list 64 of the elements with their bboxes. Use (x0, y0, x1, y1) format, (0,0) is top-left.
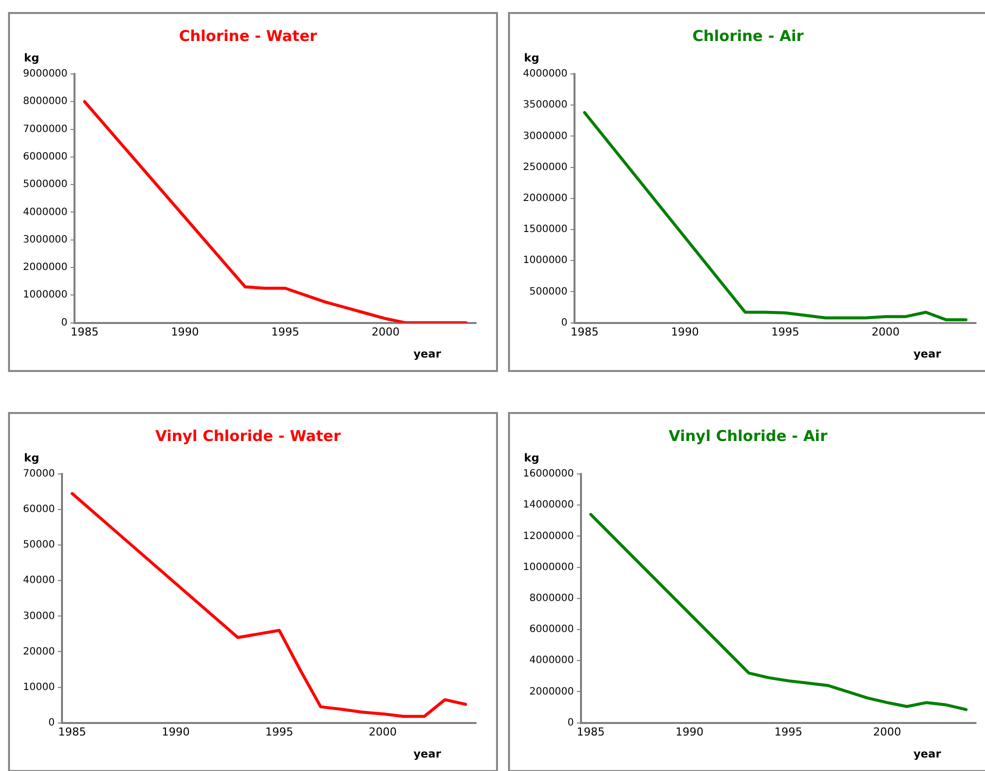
x-tick-label: 1995 (771, 325, 800, 338)
y-tick-label: 14000000 (522, 500, 574, 511)
x-tick-label: 1990 (170, 325, 199, 338)
y-tick-label: 3000000 (22, 234, 68, 246)
y-tick-label: 9000000 (22, 68, 68, 80)
chart-title: Vinyl Chloride - Water (155, 426, 342, 445)
x-tick-label: 1990 (670, 325, 699, 338)
chart-title: Vinyl Chloride - Air (668, 426, 828, 445)
y-tick-label: 4000000 (22, 206, 68, 218)
y-tick-label: 0 (48, 717, 55, 728)
y-tick-label: 2000000 (22, 262, 68, 274)
y-tick-label: 10000000 (522, 562, 574, 573)
y-tick-label: 1500000 (522, 224, 568, 236)
x-tick-label: 1985 (58, 725, 86, 738)
x-tick-label: 2000 (368, 725, 397, 738)
x-tick-label: 1985 (70, 325, 99, 338)
x-tick-label: 1985 (570, 325, 599, 338)
y-tick-label: 5000000 (22, 179, 68, 190)
x-tick-label: 1985 (576, 725, 605, 738)
chart-title: Chlorine - Water (178, 26, 318, 45)
x-tick-label: 2000 (372, 325, 400, 338)
y-tick-label: 2000000 (529, 686, 574, 698)
y-tick-label: 12000000 (522, 530, 574, 542)
y-tick-label: 20000 (23, 646, 55, 658)
y-tick-label: 6000000 (22, 152, 68, 163)
y-tick-label: 4000000 (522, 68, 568, 80)
y-tick-label: 1000000 (22, 290, 68, 301)
y-tick-label: 40000 (23, 575, 55, 586)
x-tick-label: 1995 (774, 725, 802, 738)
y-tick-label: 2500000 (522, 162, 568, 173)
x-axis-title: year (414, 747, 442, 760)
y-axis-title: kg (524, 451, 540, 464)
y-axis-title: kg (24, 51, 40, 64)
y-tick-label: 3500000 (522, 100, 568, 111)
y-tick-label: 4000000 (529, 655, 574, 666)
y-tick-label: 0 (561, 317, 568, 328)
y-axis-title: kg (24, 451, 40, 464)
y-tick-label: 0 (568, 717, 574, 728)
y-tick-label: 2000000 (522, 192, 568, 204)
y-tick-label: 10000 (23, 682, 55, 693)
y-tick-label: 3000000 (522, 130, 568, 142)
y-tick-label: 500000 (529, 286, 568, 298)
x-tick-label: 2000 (872, 325, 900, 338)
y-tick-label: 8000000 (22, 96, 68, 108)
chart-title: Chlorine - Air (692, 26, 804, 45)
y-tick-label: 50000 (23, 540, 55, 551)
y-tick-label: 7000000 (22, 124, 68, 135)
y-tick-label: 0 (61, 317, 68, 328)
y-tick-label: 70000 (23, 468, 55, 480)
y-axis-title: kg (524, 51, 540, 64)
y-tick-label: 8000000 (529, 592, 574, 604)
x-axis-title: year (414, 347, 442, 360)
x-tick-label: 1995 (271, 325, 300, 338)
x-axis-title: year (914, 347, 942, 360)
x-tick-label: 1990 (676, 725, 704, 738)
y-tick-label: 1000000 (522, 255, 568, 266)
x-tick-label: 1995 (265, 725, 294, 738)
y-tick-label: 16000000 (522, 468, 574, 480)
x-tick-label: 2000 (873, 725, 902, 738)
x-tick-label: 1990 (162, 725, 190, 738)
y-tick-label: 6000000 (529, 624, 574, 636)
y-tick-label: 30000 (23, 610, 55, 622)
y-tick-label: 60000 (23, 504, 55, 516)
x-axis-title: year (914, 747, 942, 760)
